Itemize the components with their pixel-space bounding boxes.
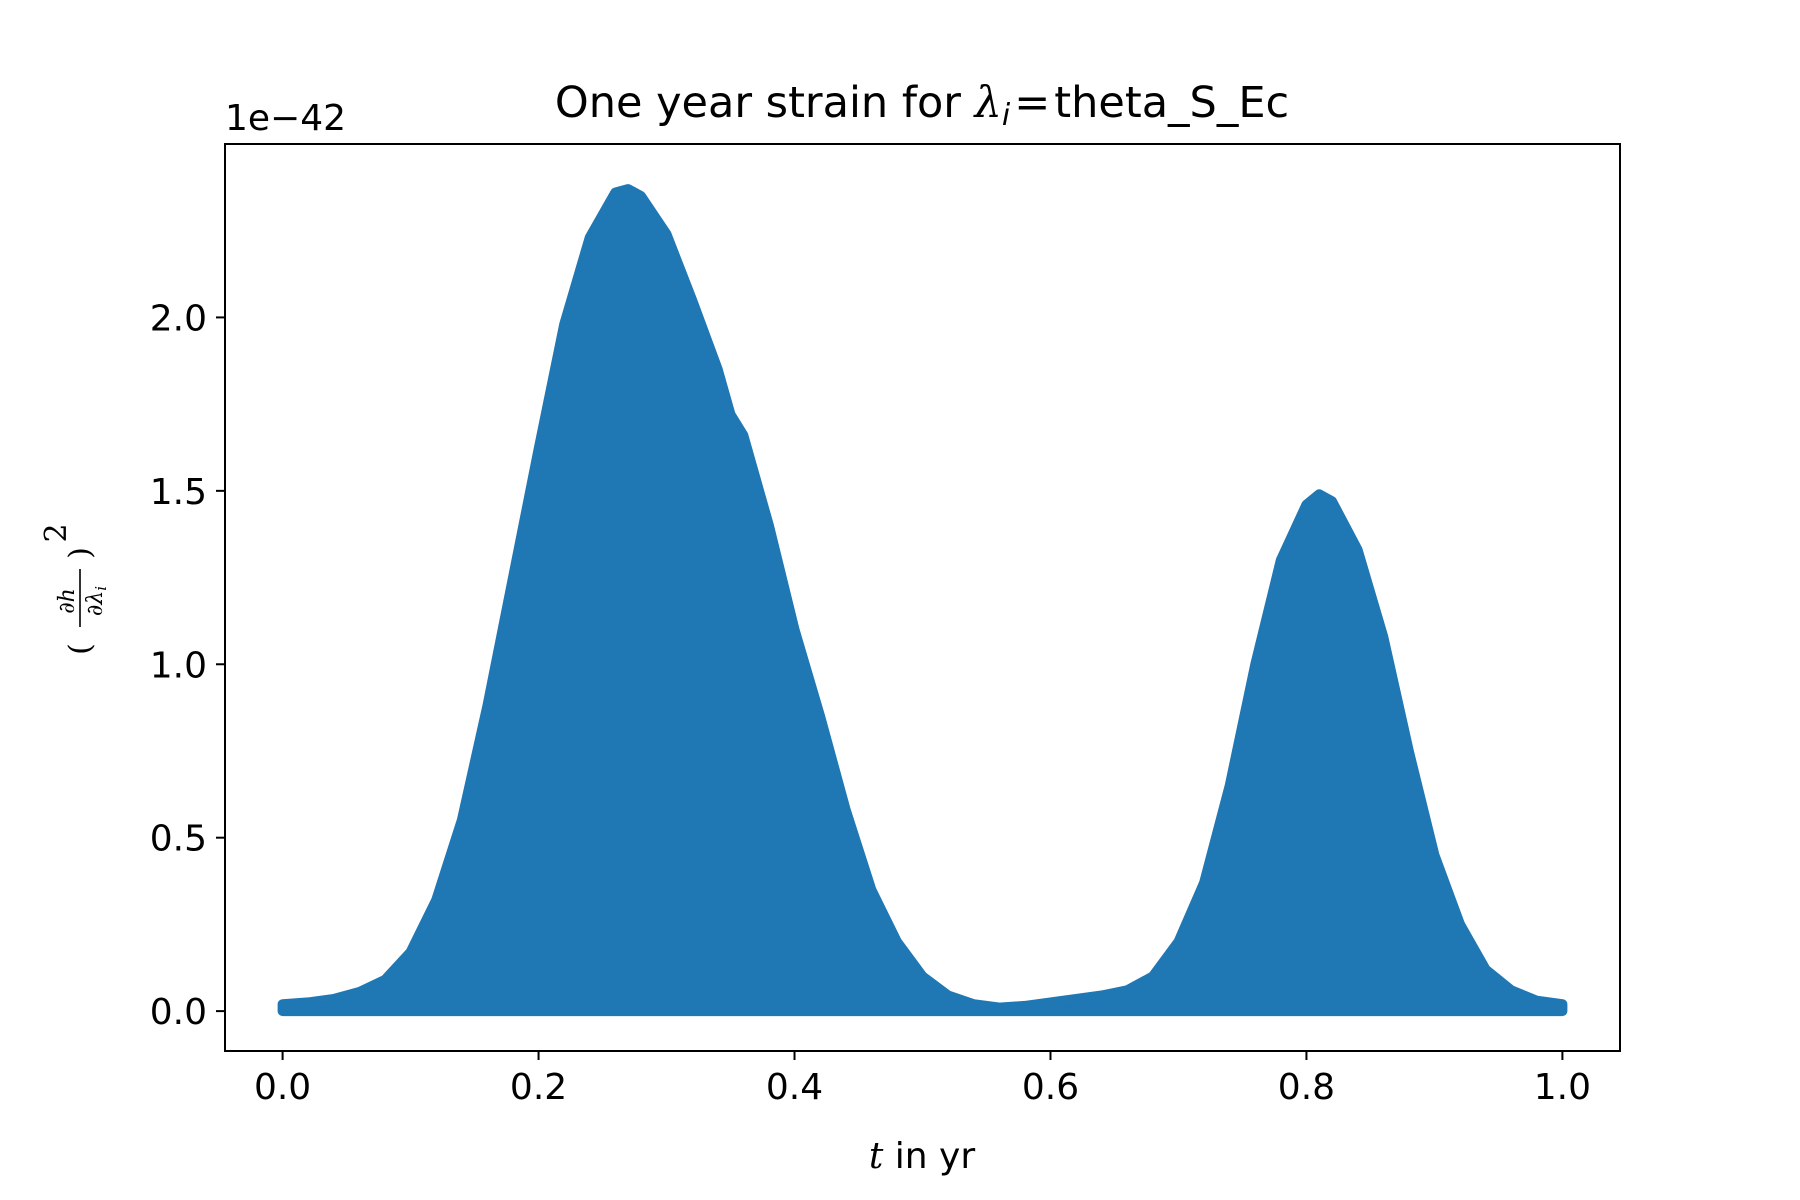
y-tick-label: 1.5 (150, 472, 207, 513)
x-tick-label: 0.6 (1022, 1067, 1079, 1108)
x-axis-var: t (869, 1136, 884, 1177)
y-offset-label: 1e−42 (225, 98, 346, 139)
y-axis-close-paren: ) (63, 547, 98, 559)
y-tick-label: 0.0 (150, 992, 207, 1033)
title-param: theta_S_Ec (1054, 78, 1289, 128)
plot-area (277, 184, 1568, 1017)
y-axis-power: 2 (39, 523, 74, 542)
y-tick-label: 0.5 (150, 819, 207, 860)
y-axis-denominator: ∂λi (83, 586, 110, 616)
x-tick-label: 0.0 (254, 1067, 311, 1108)
x-axis: 0.0 0.2 0.4 0.6 0.8 1.0 (254, 1051, 1591, 1108)
title-equals: = (1014, 78, 1050, 128)
y-axis-numerator: ∂h (55, 588, 80, 614)
chart-title: One year strain for λi=theta_S_Ec (555, 78, 1289, 133)
y-axis-open-paren: ( (63, 643, 98, 655)
series-envelope-area (277, 184, 1568, 1017)
title-lambda: λ (973, 78, 1002, 128)
x-tick-label: 0.2 (510, 1067, 567, 1108)
x-tick-label: 0.8 (1278, 1067, 1335, 1108)
y-axis-den-symbol: ∂λ (83, 591, 108, 616)
y-axis-title: ( ∂h ∂λi ) 2 (39, 523, 110, 654)
title-text: One year strain for (555, 78, 961, 128)
x-tick-label: 1.0 (1534, 1067, 1591, 1108)
axes-frame (224, 143, 1621, 1052)
y-tick-label: 1.0 (150, 645, 207, 686)
y-axis-den-sub: i (92, 586, 110, 591)
x-axis-title: t in yr (869, 1136, 975, 1177)
x-tick-label: 0.4 (766, 1067, 823, 1108)
x-axis-rest: in yr (883, 1136, 975, 1177)
y-tick-label: 2.0 (150, 298, 207, 339)
title-subscript: i (1002, 98, 1011, 133)
y-axis: 0.0 0.5 1.0 1.5 2.0 (150, 298, 225, 1033)
